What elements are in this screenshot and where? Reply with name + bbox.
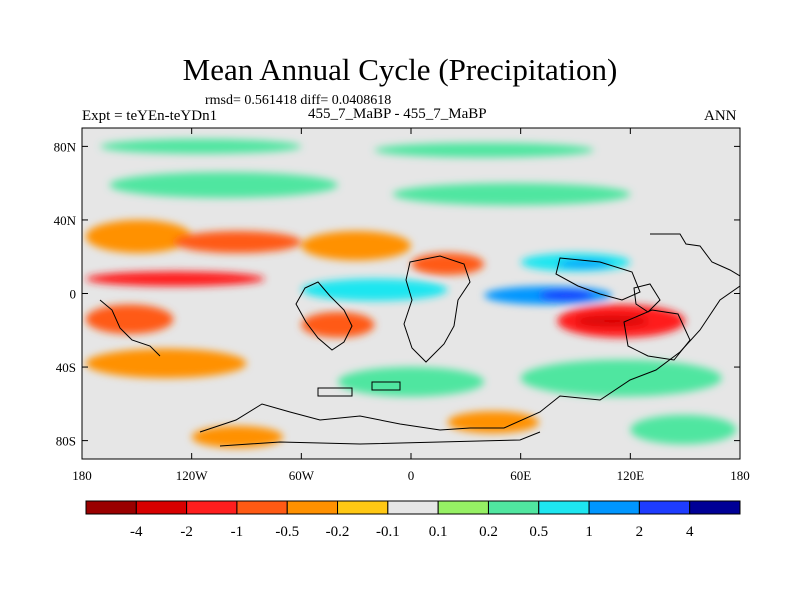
y-tick-label: 40S xyxy=(56,360,76,375)
x-tick-label: 120E xyxy=(617,468,645,483)
x-tick-label: 180 xyxy=(730,468,750,483)
region-antarctic-orange-1 xyxy=(191,425,284,448)
colorbar-label: -4 xyxy=(130,524,143,540)
coastline-south-islands xyxy=(317,381,401,397)
coastline-antarctica xyxy=(199,285,740,433)
colorbar-swatch xyxy=(135,500,188,515)
colorbar-swatch xyxy=(689,500,741,515)
region-south-indian-dark-red xyxy=(575,315,649,327)
x-tick-label: 60W xyxy=(289,468,315,483)
colorbar-swatch xyxy=(337,500,389,515)
colorbar-swatch xyxy=(588,500,640,515)
region-tropical-north-red-atlantic xyxy=(411,253,485,276)
region-south-indian-midlat-green xyxy=(520,359,722,397)
coastline-north-small xyxy=(650,233,740,277)
region-south-pacific-red xyxy=(85,304,174,334)
colorbar-swatch xyxy=(538,500,590,515)
coastline-layer xyxy=(99,233,740,447)
y-axis: 80N 40N 0 40S 80S xyxy=(54,139,740,449)
region-north-polar-green xyxy=(100,139,302,154)
colorbar-swatch xyxy=(487,500,540,515)
x-tick-label: 120W xyxy=(176,468,209,483)
colorbar-swatch xyxy=(236,500,288,515)
coastline-south-america xyxy=(295,281,353,351)
runs-label: 455_7_MaBP - 455_7_MaBP xyxy=(308,106,487,122)
y-tick-label: 40N xyxy=(54,213,77,228)
x-tick-label: 60E xyxy=(510,468,531,483)
coastline-antarctic-shelf xyxy=(219,431,541,447)
x-tick-label: 0 xyxy=(408,468,415,483)
region-north-midlat-green-1 xyxy=(109,172,338,198)
season-label: ANN xyxy=(704,108,737,124)
coastline-asia-south xyxy=(555,257,641,301)
colorbar-label: 1 xyxy=(585,524,593,540)
colorbar-label: -1 xyxy=(231,524,244,540)
colorbar: -4 -2 -1 -0.5 -0.2 -0.1 0.1 0.2 0.5 1 2 4 xyxy=(85,500,741,540)
x-tick-label: 180 xyxy=(72,468,92,483)
x-axis: 180 120W 60W 0 60E 120E 180 xyxy=(72,128,750,483)
region-equatorial-atlantic-cyan xyxy=(301,278,448,301)
y-tick-label: 80N xyxy=(54,139,77,154)
region-antarctic-orange-2 xyxy=(447,411,539,434)
region-north-midlat-green-2 xyxy=(392,183,631,206)
y-tick-label: 0 xyxy=(70,287,77,302)
colorbar-label: 0.1 xyxy=(429,524,448,540)
coastline-pacific-islands xyxy=(99,299,161,357)
region-indian-ocean-north-blue xyxy=(557,260,613,268)
region-south-midlat-green xyxy=(337,367,485,397)
region-antarctic-green xyxy=(630,414,737,445)
region-north-atlantic-red xyxy=(173,230,302,254)
colorbar-label: 4 xyxy=(686,524,694,540)
colorbar-swatch xyxy=(286,500,339,515)
colorbar-swatch xyxy=(437,500,489,515)
colorbar-label: -0.1 xyxy=(376,524,400,540)
region-north-pacific-orange xyxy=(85,219,192,254)
stats-subtitle: rmsd= 0.561418 diff= 0.0408618 xyxy=(205,93,392,108)
region-tropical-north-red-west xyxy=(85,271,265,287)
region-equatorial-dark-blue-core xyxy=(538,289,594,301)
colorbar-swatch xyxy=(638,500,691,515)
colorbar-label: -0.5 xyxy=(275,524,299,540)
y-tick-label: 80S xyxy=(56,434,76,449)
region-south-midlat-orange xyxy=(85,348,247,379)
page-title: Mean Annual Cycle (Precipitation) xyxy=(182,52,618,87)
colorbar-label: 0.2 xyxy=(479,524,498,540)
colorbar-swatch xyxy=(186,500,238,515)
experiment-label: Expt = teYEn-teYDn1 xyxy=(82,108,218,124)
colorbar-label: 2 xyxy=(636,524,644,540)
colorbar-label: -2 xyxy=(180,524,193,540)
region-subtropical-orange-atlantic xyxy=(301,230,411,261)
colorbar-label: 0.5 xyxy=(529,524,548,540)
colorbar-swatch xyxy=(85,500,137,515)
colorbar-swatch xyxy=(387,500,439,515)
coastline-indonesia xyxy=(633,283,661,313)
colorbar-label: -0.2 xyxy=(326,524,350,540)
coastline-africa xyxy=(403,255,471,363)
region-south-atlantic-red xyxy=(301,311,375,338)
region-north-polar-green-east xyxy=(374,142,594,158)
